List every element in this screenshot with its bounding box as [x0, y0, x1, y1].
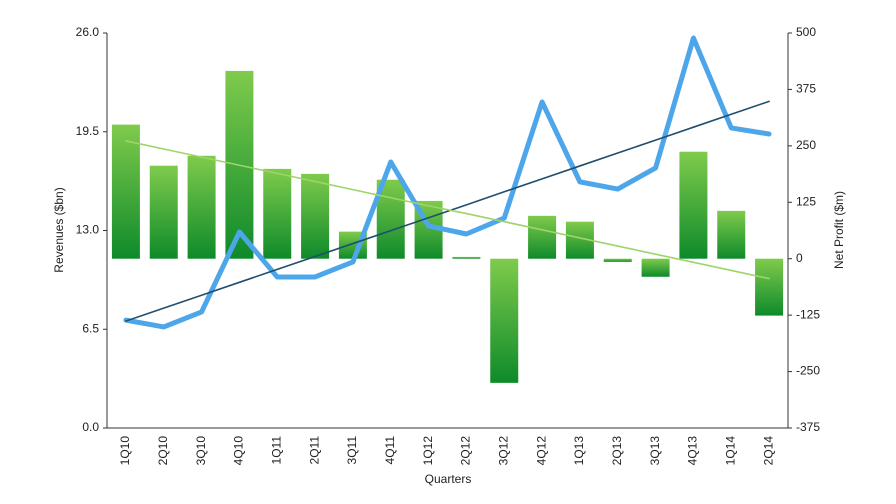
- bar: [603, 258, 632, 262]
- bar: [263, 168, 292, 259]
- x-tick-label: 1Q14: [723, 436, 737, 466]
- y-tick-label: 0.0: [82, 420, 99, 434]
- y2-tick-label: -375: [796, 420, 820, 434]
- x-tick-label: 2Q13: [610, 436, 624, 466]
- y2-tick-label: 500: [796, 25, 816, 39]
- bar: [452, 256, 481, 259]
- x-tick-label: 4Q12: [534, 436, 548, 466]
- line: [125, 100, 770, 322]
- y2-tick-label: 125: [796, 194, 816, 208]
- bar: [755, 258, 784, 316]
- bar: [641, 258, 670, 277]
- y2-tick-label: 375: [796, 82, 816, 96]
- bar: [187, 155, 216, 259]
- x-tick-label: 3Q10: [194, 436, 208, 466]
- x-tick-label: 2Q12: [459, 436, 473, 466]
- y2-axis-label: Net Profit ($m): [832, 191, 846, 269]
- bar: [679, 151, 708, 259]
- y2-tick-label: 250: [796, 138, 816, 152]
- x-tick-label: 1Q11: [269, 436, 283, 465]
- y-tick-label: 19.5: [76, 124, 100, 138]
- y-tick-label: 26.0: [76, 25, 100, 39]
- line: [123, 35, 772, 330]
- x-tick-label: 4Q13: [686, 436, 700, 466]
- y2-tick-label: -250: [796, 364, 820, 378]
- x-tick-label: 4Q10: [232, 436, 246, 466]
- bar: [528, 215, 557, 259]
- x-axis-label: Quarters: [425, 472, 472, 486]
- y-tick-label: 6.5: [82, 321, 99, 335]
- x-tick-label: 3Q11: [345, 436, 359, 465]
- bar: [717, 210, 746, 259]
- y2-tick-label: 0: [796, 251, 803, 265]
- y-axis-label: Revenues ($bn): [52, 187, 66, 272]
- line: [125, 140, 770, 280]
- x-tick-label: 1Q13: [572, 436, 586, 466]
- bar: [111, 124, 140, 259]
- x-tick-label: 2Q14: [761, 436, 775, 466]
- x-tick-label: 1Q10: [118, 436, 132, 466]
- x-tick-label: 3Q13: [648, 436, 662, 466]
- bar: [149, 165, 178, 259]
- x-tick-label: 3Q12: [496, 436, 510, 466]
- y2-tick-label: -125: [796, 307, 820, 321]
- bar: [490, 258, 519, 383]
- x-tick-label: 1Q12: [421, 436, 435, 466]
- x-tick-label: 2Q10: [156, 436, 170, 466]
- y-tick-label: 13.0: [76, 223, 100, 237]
- x-tick-label: 2Q11: [307, 436, 321, 465]
- x-tick-label: 4Q11: [383, 436, 397, 465]
- bar: [301, 173, 330, 259]
